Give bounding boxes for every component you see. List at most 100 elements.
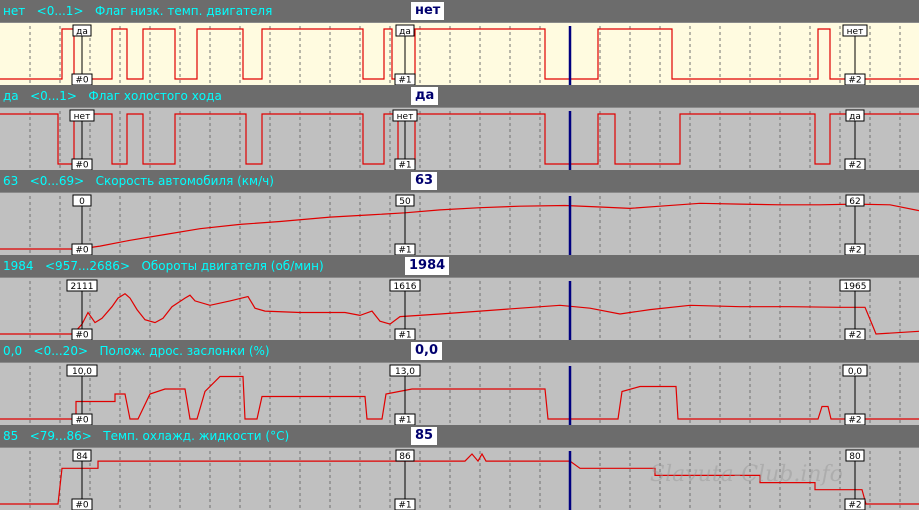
cursor-value-box <box>66 279 98 292</box>
plot-area[interactable]: да #0 да #1 нет #2 <box>0 22 919 85</box>
cursor-marker-label: #2 <box>848 331 861 341</box>
channel-label: 0,0 <0...20> Полож. дрос. заслонки (%) <box>3 343 270 359</box>
panel-header[interactable]: 85 <79...86> Темп. охлажд. жидкости (°C)… <box>0 425 919 447</box>
cursor-marker-label: #1 <box>398 76 411 86</box>
cursor-value-label: нет <box>847 27 864 37</box>
channel-title: Флаг холостого хода <box>88 89 222 103</box>
cursor-marker-label: #0 <box>75 416 89 426</box>
plot-area[interactable]: 2111 #0 1616 #1 1965 #2 <box>0 277 919 340</box>
cursor-value-box <box>395 449 415 462</box>
cursor-value-box <box>395 194 415 207</box>
channel-range: <0...20> <box>33 344 89 358</box>
channel-value: 63 <box>3 174 19 188</box>
cursor-value-label: 13,0 <box>395 367 415 377</box>
cursor-marker-box <box>71 158 93 170</box>
chart-svg: 0 #0 50 #1 62 #2 <box>0 192 919 255</box>
trace-line <box>0 113 919 165</box>
cursor-marker-box <box>844 73 866 85</box>
cursor-marker-box <box>844 413 866 425</box>
cursor-value-box <box>845 109 865 122</box>
chart-svg: 10,0 #0 13,0 #1 0,0 #2 <box>0 362 919 425</box>
cursor-marker-label: #2 <box>848 246 861 256</box>
cursor-marker-box <box>71 73 93 85</box>
cursor-value-label: 84 <box>76 452 88 462</box>
trace-line <box>0 375 919 420</box>
trace-line <box>0 28 919 80</box>
cursor-value-label: 1965 <box>844 282 867 292</box>
channel-label: да <0...1> Флаг холостого хода <box>3 88 222 104</box>
channel-label: 85 <79...86> Темп. охлажд. жидкости (°C) <box>3 428 289 444</box>
plot-area[interactable]: нет #0 нет #1 да #2 <box>0 107 919 170</box>
cursor-value-box <box>72 194 92 207</box>
channel-range: <0...1> <box>36 4 84 18</box>
plot-background <box>0 447 919 510</box>
plot-area[interactable]: 84 #0 86 #1 80 #2 <box>0 447 919 510</box>
cursor-value-box <box>69 109 95 122</box>
panel-header[interactable]: 0,0 <0...20> Полож. дрос. заслонки (%) 0,… <box>0 340 919 362</box>
panel-low-temp-flag: нет <0...1> Флаг низк. темп. двигателя не… <box>0 0 919 85</box>
panel-header[interactable]: да <0...1> Флаг холостого хода да <box>0 85 919 107</box>
cursor-value-label: 0 <box>79 197 85 207</box>
cursor-value-label: 1616 <box>394 282 417 292</box>
cursor-value-box <box>842 364 868 377</box>
cursor-marker-label: #0 <box>75 501 89 511</box>
chart-svg: нет #0 нет #1 да #2 <box>0 107 919 170</box>
panel-header[interactable]: 1984 <957...2686> Обороты двигателя (об/… <box>0 255 919 277</box>
cursor-marker-box <box>844 498 866 510</box>
chart-svg: 2111 #0 1616 #1 1965 #2 <box>0 277 919 340</box>
cursor-marker-label: #1 <box>398 416 411 426</box>
cursor-value-label: да <box>849 112 861 122</box>
current-value-box: нет <box>411 2 445 20</box>
cursor-marker-label: #2 <box>848 501 861 511</box>
plot-area[interactable]: 10,0 #0 13,0 #1 0,0 #2 <box>0 362 919 425</box>
channel-range: <0...1> <box>30 89 77 103</box>
plot-background <box>0 277 919 340</box>
cursor-marker-label: #2 <box>848 161 861 171</box>
channel-title: Обороты двигателя (об/мин) <box>141 259 324 273</box>
cursor-marker-label: #1 <box>398 246 411 256</box>
channel-label: нет <0...1> Флаг низк. темп. двигателя <box>3 3 272 19</box>
cursor-marker-box <box>71 328 93 340</box>
cursor-marker-box <box>71 243 93 255</box>
cursor-marker-box <box>71 413 93 425</box>
panel-vehicle-speed: 63 <0...69> Скорость автомобиля (км/ч) 63… <box>0 170 919 255</box>
cursor-marker-label: #0 <box>75 161 89 171</box>
channel-title: Скорость автомобиля (км/ч) <box>95 174 274 188</box>
cursor-value-label: да <box>399 27 411 37</box>
cursor-value-box <box>395 24 415 37</box>
chart-svg: да #0 да #1 нет #2 <box>0 22 919 85</box>
current-value-box: да <box>411 87 439 105</box>
panel-header[interactable]: нет <0...1> Флаг низк. темп. двигателя не… <box>0 0 919 22</box>
cursor-value-label: да <box>76 27 88 37</box>
current-value-box: 85 <box>411 427 438 445</box>
plot-area[interactable]: 0 #0 50 #1 62 #2 <box>0 192 919 255</box>
cursor-value-label: нет <box>74 112 91 122</box>
watermark: Slavuta-Club.info <box>650 462 843 487</box>
channel-value: нет <box>3 4 26 18</box>
channel-label: 63 <0...69> Скорость автомобиля (км/ч) <box>3 173 274 189</box>
cursor-marker-box <box>394 243 416 255</box>
cursor-marker-label: #1 <box>398 161 411 171</box>
cursor-value-label: 80 <box>849 452 861 462</box>
panel-engine-rpm: 1984 <957...2686> Обороты двигателя (об/… <box>0 255 919 340</box>
cursor-marker-box <box>844 243 866 255</box>
cursor-marker-box <box>71 498 93 510</box>
trace-line <box>0 292 919 335</box>
cursor-value-box <box>845 194 865 207</box>
cursor-value-box <box>392 109 418 122</box>
channel-title: Флаг низк. темп. двигателя <box>94 4 273 18</box>
cursor-marker-box <box>394 328 416 340</box>
channel-value: 0,0 <box>3 344 23 358</box>
cursor-value-box <box>842 24 868 37</box>
cursor-value-label: 62 <box>849 197 860 207</box>
cursor-marker-label: #0 <box>75 76 89 86</box>
panel-header[interactable]: 63 <0...69> Скорость автомобиля (км/ч) 63 <box>0 170 919 192</box>
cursor-marker-label: #2 <box>848 416 861 426</box>
cursor-value-box <box>839 279 871 292</box>
cursor-marker-box <box>844 328 866 340</box>
current-value-box: 63 <box>411 172 438 190</box>
cursor-marker-box <box>844 158 866 170</box>
panel-idle-flag: да <0...1> Флаг холостого хода да нет #0 нет… <box>0 85 919 170</box>
chart-svg: 84 #0 86 #1 80 #2 <box>0 447 919 510</box>
plot-background <box>0 107 919 170</box>
